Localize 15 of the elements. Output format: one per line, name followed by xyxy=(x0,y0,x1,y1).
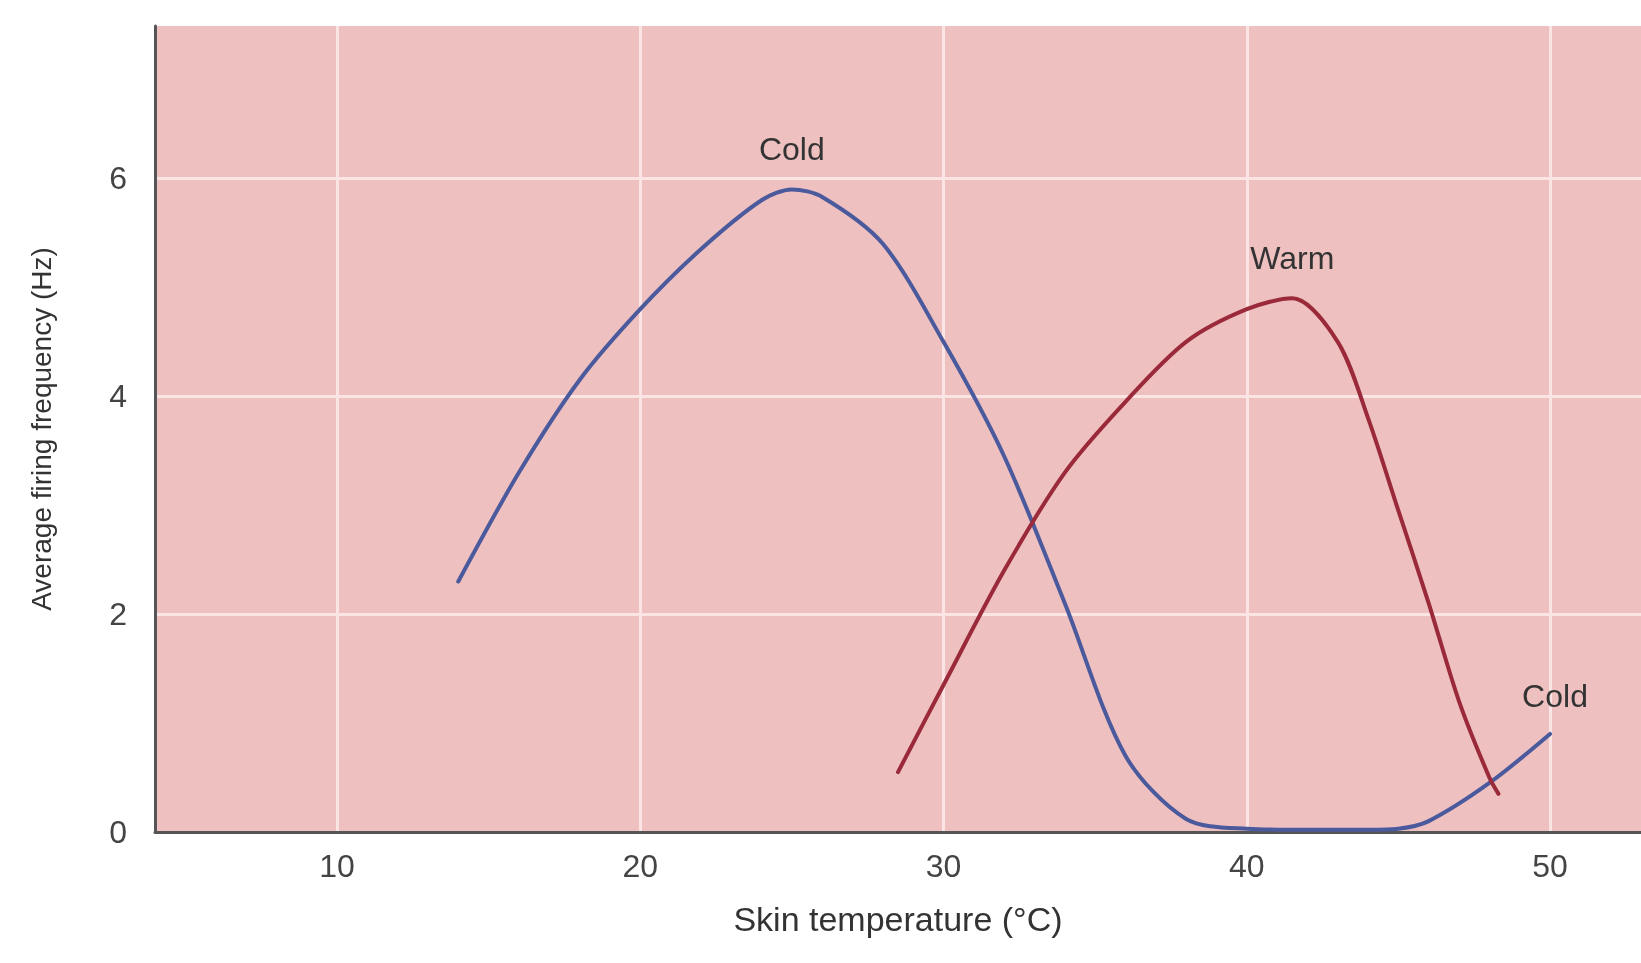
y-tick-label: 6 xyxy=(109,160,127,197)
y-tick-label: 4 xyxy=(109,378,127,415)
series-label: Cold xyxy=(758,131,825,168)
x-axis-title: Skin temperature (°C) xyxy=(733,900,1063,938)
x-tick-label: 40 xyxy=(1228,848,1265,884)
x-tick-label: 20 xyxy=(622,848,659,884)
y-axis-title: Average firing frequency (Hz) xyxy=(25,247,57,611)
series-label: Warm xyxy=(1250,240,1335,277)
annotation: Cold xyxy=(1522,677,1588,714)
y-tick-label: 0 xyxy=(109,814,127,850)
x-tick-label: 30 xyxy=(925,848,962,884)
line-series xyxy=(896,296,1501,796)
x-tick-label: 10 xyxy=(319,848,355,884)
y-tick-label: 2 xyxy=(109,596,127,633)
x-tick-label: 50 xyxy=(1532,848,1568,884)
